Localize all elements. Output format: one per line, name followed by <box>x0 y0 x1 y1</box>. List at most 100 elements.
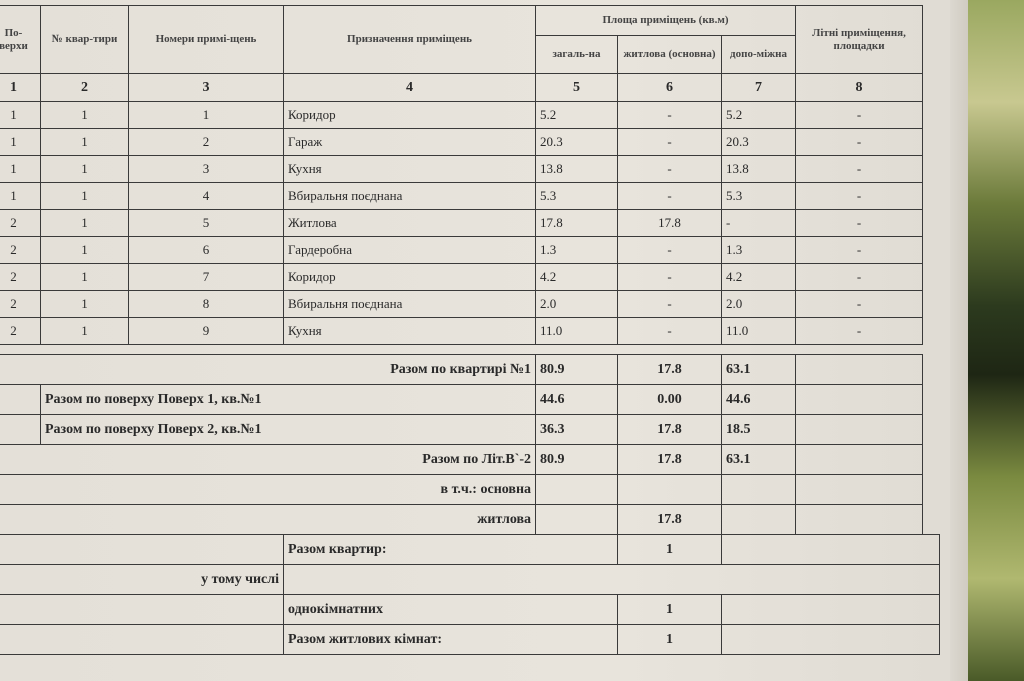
purpose-cell: Вбиральня поєднана <box>283 182 536 210</box>
total-floor1-row: Разом по поверху Поверх 1, кв.№1 44.6 0.… <box>0 384 940 415</box>
table-row: 2 1 9 Кухня 11.0-11.0- <box>0 317 940 345</box>
apt-cell: 1 <box>40 263 129 291</box>
purpose-cell: Вбиральня поєднана <box>283 290 536 318</box>
living-value: 17.8 <box>617 504 723 535</box>
table-row: 1 1 3 Кухня 13.8-13.8- <box>0 155 940 183</box>
living-rooms-label: Разом житлових кімнат: <box>282 624 619 655</box>
including-main-row: в т.ч.: основна <box>0 474 940 505</box>
header-aux: допо-міжна <box>720 35 797 74</box>
total-label: Разом по Літ.В`-2 <box>0 444 537 475</box>
aux-value: 63.1 <box>721 444 797 475</box>
living-rooms-value: 1 <box>617 624 723 655</box>
purpose-cell: Житлова <box>283 209 536 237</box>
including-row: у тому числі <box>0 564 941 595</box>
floor-cell: 2 <box>0 290 41 318</box>
total-apartment-row: Разом по квартирі №1 80.9 17.8 63.1 <box>0 354 940 385</box>
header-purpose: Призначення приміщень <box>283 5 536 74</box>
floor-cell: 2 <box>0 263 41 291</box>
one-room-value: 1 <box>617 594 723 625</box>
aux-cell: 13.8 <box>720 155 797 183</box>
total-value: 80.9 <box>535 354 619 385</box>
aux-cell: 4.2 <box>720 263 797 291</box>
living-rooms-row: Разом житлових кімнат: 1 <box>0 624 941 655</box>
aux-cell: 20.3 <box>720 128 797 156</box>
total-cell: 2.0 <box>535 290 618 318</box>
aux-cell: 5.3 <box>720 182 797 210</box>
total-cell: 1.3 <box>535 236 618 264</box>
table-row: 2 1 7 Коридор 4.2-4.2- <box>0 263 940 291</box>
floor-cell: 2 <box>0 209 41 237</box>
purpose-cell: Коридор <box>283 263 536 291</box>
summer-cell: - <box>795 182 924 210</box>
summer-cell: - <box>795 236 924 264</box>
total-cell: 17.8 <box>535 209 618 237</box>
apt-cell: 1 <box>40 317 129 345</box>
paper-edge <box>950 0 970 681</box>
apt-cell: 1 <box>40 209 129 237</box>
total-value: 44.6 <box>535 384 619 415</box>
col-number: 2 <box>40 73 129 102</box>
room-cell: 3 <box>128 155 284 183</box>
room-cell: 8 <box>128 290 284 318</box>
table-row: 2 1 5 Житлова 17.8 17.8- - <box>0 209 940 237</box>
room-cell: 2 <box>128 128 284 156</box>
table-row: 1 1 4 Вбиральня поєднана 5.3-5.3- <box>0 182 940 210</box>
living-value: 17.8 <box>617 354 723 385</box>
apartments-value: 1 <box>617 534 723 565</box>
including-main-label: в т.ч.: основна <box>0 474 537 505</box>
col-number: 1 <box>0 73 41 102</box>
header-floors: По-верхи <box>0 5 41 74</box>
summer-cell: - <box>795 101 924 129</box>
total-cell: 13.8 <box>535 155 618 183</box>
col-number: 8 <box>795 73 924 102</box>
aux-value: 18.5 <box>721 414 797 445</box>
total-cell: 5.2 <box>535 101 618 129</box>
col-number: 7 <box>720 73 797 102</box>
living-cell: - <box>617 236 722 264</box>
apartments-count-row: Разом квартир: 1 <box>0 534 941 565</box>
aux-value: 63.1 <box>721 354 797 385</box>
floor-cell: 1 <box>0 155 41 183</box>
living-cell: - <box>617 128 722 156</box>
apt-cell: 1 <box>40 236 129 264</box>
total-cell: 4.2 <box>535 263 618 291</box>
living-cell: - <box>617 290 722 318</box>
rooms-table: По-верхи № квар-тири Номери примі-щень П… <box>0 5 940 345</box>
purpose-cell: Гараж <box>283 128 536 156</box>
including-label: у тому числі <box>0 564 284 595</box>
purpose-cell: Кухня <box>283 155 536 183</box>
aux-cell: 2.0 <box>720 290 797 318</box>
floor-cell: 2 <box>0 236 41 264</box>
purpose-cell: Коридор <box>283 101 536 129</box>
living-cell: - <box>617 182 722 210</box>
aux-cell: - <box>720 209 797 237</box>
living-value: 17.8 <box>617 444 723 475</box>
summer-cell: - <box>795 263 924 291</box>
total-label: Разом по поверху Поверх 2, кв.№1 <box>39 414 537 445</box>
header-total: загаль-на <box>535 35 618 74</box>
header-summer: Літні приміщення, площадки <box>795 5 924 74</box>
col-number: 6 <box>617 73 722 102</box>
col-number: 3 <box>128 73 284 102</box>
header-living: житлова (основна) <box>617 35 722 74</box>
floor-cell: 1 <box>0 128 41 156</box>
col-number: 5 <box>535 73 618 102</box>
summer-cell: - <box>795 317 924 345</box>
total-value: 80.9 <box>535 444 619 475</box>
summer-cell: - <box>795 128 924 156</box>
one-room-row: однокімнатних 1 <box>0 594 941 625</box>
summer-cell: - <box>795 155 924 183</box>
header-area-group: Площа приміщень (кв.м) <box>534 5 797 36</box>
living-cell: - <box>617 101 722 129</box>
background-photo <box>968 0 1024 681</box>
apt-cell: 1 <box>40 101 129 129</box>
floor-cell: 1 <box>0 101 41 129</box>
total-cell: 11.0 <box>535 317 618 345</box>
aux-cell: 1.3 <box>720 236 797 264</box>
room-cell: 1 <box>128 101 284 129</box>
total-cell: 5.3 <box>535 182 618 210</box>
living-value: 0.00 <box>617 384 723 415</box>
one-room-label: однокімнатних <box>282 594 619 625</box>
total-lit-row: Разом по Літ.В`-2 80.9 17.8 63.1 <box>0 444 940 475</box>
aux-cell: 11.0 <box>720 317 797 345</box>
